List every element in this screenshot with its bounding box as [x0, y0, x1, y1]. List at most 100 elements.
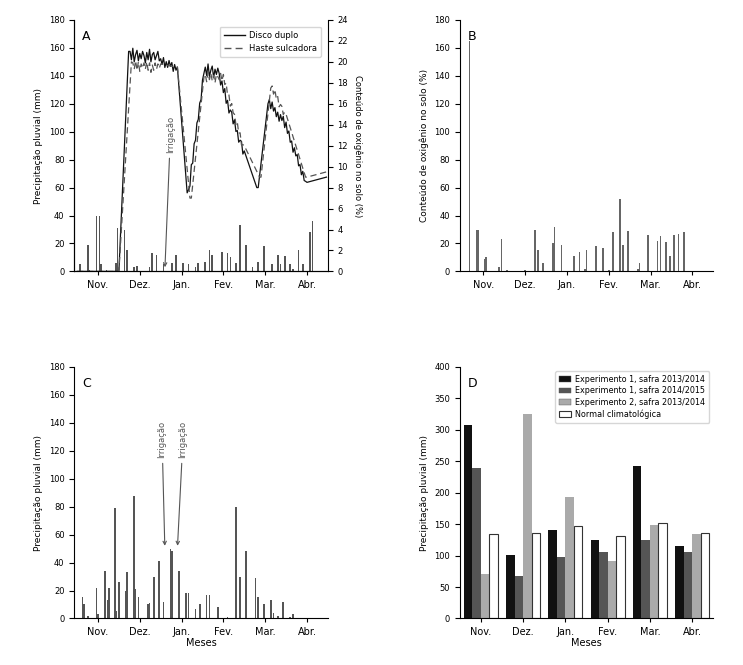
- Bar: [230, 257, 231, 271]
- Bar: [271, 265, 273, 271]
- Bar: [245, 245, 247, 271]
- Bar: [622, 245, 623, 271]
- Bar: [96, 215, 97, 271]
- Bar: [560, 245, 562, 271]
- Bar: [657, 241, 658, 271]
- Bar: [638, 263, 640, 271]
- Bar: [89, 270, 91, 271]
- Bar: [591, 541, 599, 618]
- Text: C: C: [82, 377, 91, 390]
- Bar: [557, 557, 565, 618]
- Bar: [279, 265, 282, 271]
- Bar: [619, 199, 620, 271]
- Bar: [209, 595, 210, 618]
- Bar: [498, 267, 499, 271]
- Bar: [257, 261, 259, 271]
- Bar: [136, 266, 138, 271]
- Bar: [100, 265, 102, 271]
- Bar: [595, 246, 597, 271]
- Bar: [114, 508, 116, 618]
- Y-axis label: Conteúdo de oxigênio no solo (%): Conteúdo de oxigênio no solo (%): [353, 74, 362, 217]
- Bar: [290, 265, 291, 271]
- Bar: [175, 255, 177, 271]
- Bar: [147, 604, 149, 618]
- Bar: [608, 561, 616, 618]
- Bar: [485, 257, 487, 271]
- Bar: [673, 235, 675, 271]
- Bar: [277, 616, 279, 618]
- Bar: [515, 576, 523, 618]
- Bar: [195, 267, 196, 271]
- Y-axis label: Precipitação pluvial (mm): Precipitação pluvial (mm): [420, 435, 429, 551]
- Bar: [284, 256, 285, 271]
- Bar: [523, 414, 531, 618]
- Bar: [171, 551, 172, 618]
- Bar: [277, 255, 279, 271]
- Bar: [235, 507, 237, 618]
- Bar: [650, 525, 658, 618]
- Bar: [263, 604, 265, 618]
- Text: Irrigação: Irrigação: [158, 421, 166, 545]
- Text: A: A: [82, 30, 91, 43]
- Bar: [608, 270, 609, 271]
- Bar: [182, 263, 184, 271]
- Bar: [185, 593, 186, 618]
- Bar: [117, 228, 118, 271]
- Y-axis label: Precipitação pluvial (mm): Precipitação pluvial (mm): [34, 88, 43, 203]
- Text: B: B: [467, 30, 476, 43]
- Y-axis label: Precipitação pluvial (mm): Precipitação pluvial (mm): [34, 435, 43, 551]
- Bar: [534, 229, 536, 271]
- Bar: [669, 256, 671, 271]
- Bar: [137, 597, 139, 618]
- Bar: [579, 252, 580, 271]
- Bar: [235, 263, 237, 271]
- Bar: [104, 571, 106, 618]
- Bar: [106, 270, 107, 271]
- Bar: [115, 611, 117, 618]
- Bar: [99, 215, 100, 271]
- Bar: [88, 616, 89, 618]
- Bar: [309, 232, 311, 271]
- Bar: [245, 551, 247, 618]
- Bar: [239, 225, 241, 271]
- Bar: [227, 253, 228, 271]
- Bar: [209, 251, 210, 271]
- Bar: [531, 533, 540, 618]
- Bar: [584, 269, 586, 271]
- Bar: [477, 229, 478, 271]
- Bar: [573, 256, 575, 271]
- Bar: [169, 549, 172, 618]
- Bar: [118, 582, 120, 618]
- Bar: [658, 523, 666, 618]
- Bar: [125, 591, 127, 618]
- Bar: [257, 597, 259, 618]
- Bar: [481, 575, 490, 618]
- Bar: [188, 265, 189, 271]
- Bar: [188, 593, 189, 618]
- Bar: [637, 269, 639, 271]
- Bar: [115, 263, 117, 271]
- Bar: [665, 242, 666, 271]
- Bar: [158, 561, 160, 618]
- Bar: [273, 613, 274, 618]
- Bar: [552, 243, 554, 271]
- Bar: [683, 232, 685, 271]
- Bar: [506, 270, 508, 271]
- Bar: [163, 265, 164, 271]
- Bar: [217, 607, 218, 618]
- Bar: [82, 597, 83, 618]
- Bar: [464, 426, 473, 618]
- Bar: [149, 603, 150, 618]
- Bar: [206, 595, 207, 618]
- Bar: [692, 533, 701, 618]
- Bar: [616, 536, 625, 618]
- Bar: [282, 602, 284, 618]
- Bar: [96, 588, 97, 618]
- Bar: [270, 600, 272, 618]
- Bar: [298, 251, 299, 271]
- Bar: [603, 247, 604, 271]
- Text: Meses: Meses: [186, 638, 216, 648]
- Bar: [627, 231, 629, 271]
- Bar: [548, 530, 557, 618]
- Bar: [79, 265, 81, 271]
